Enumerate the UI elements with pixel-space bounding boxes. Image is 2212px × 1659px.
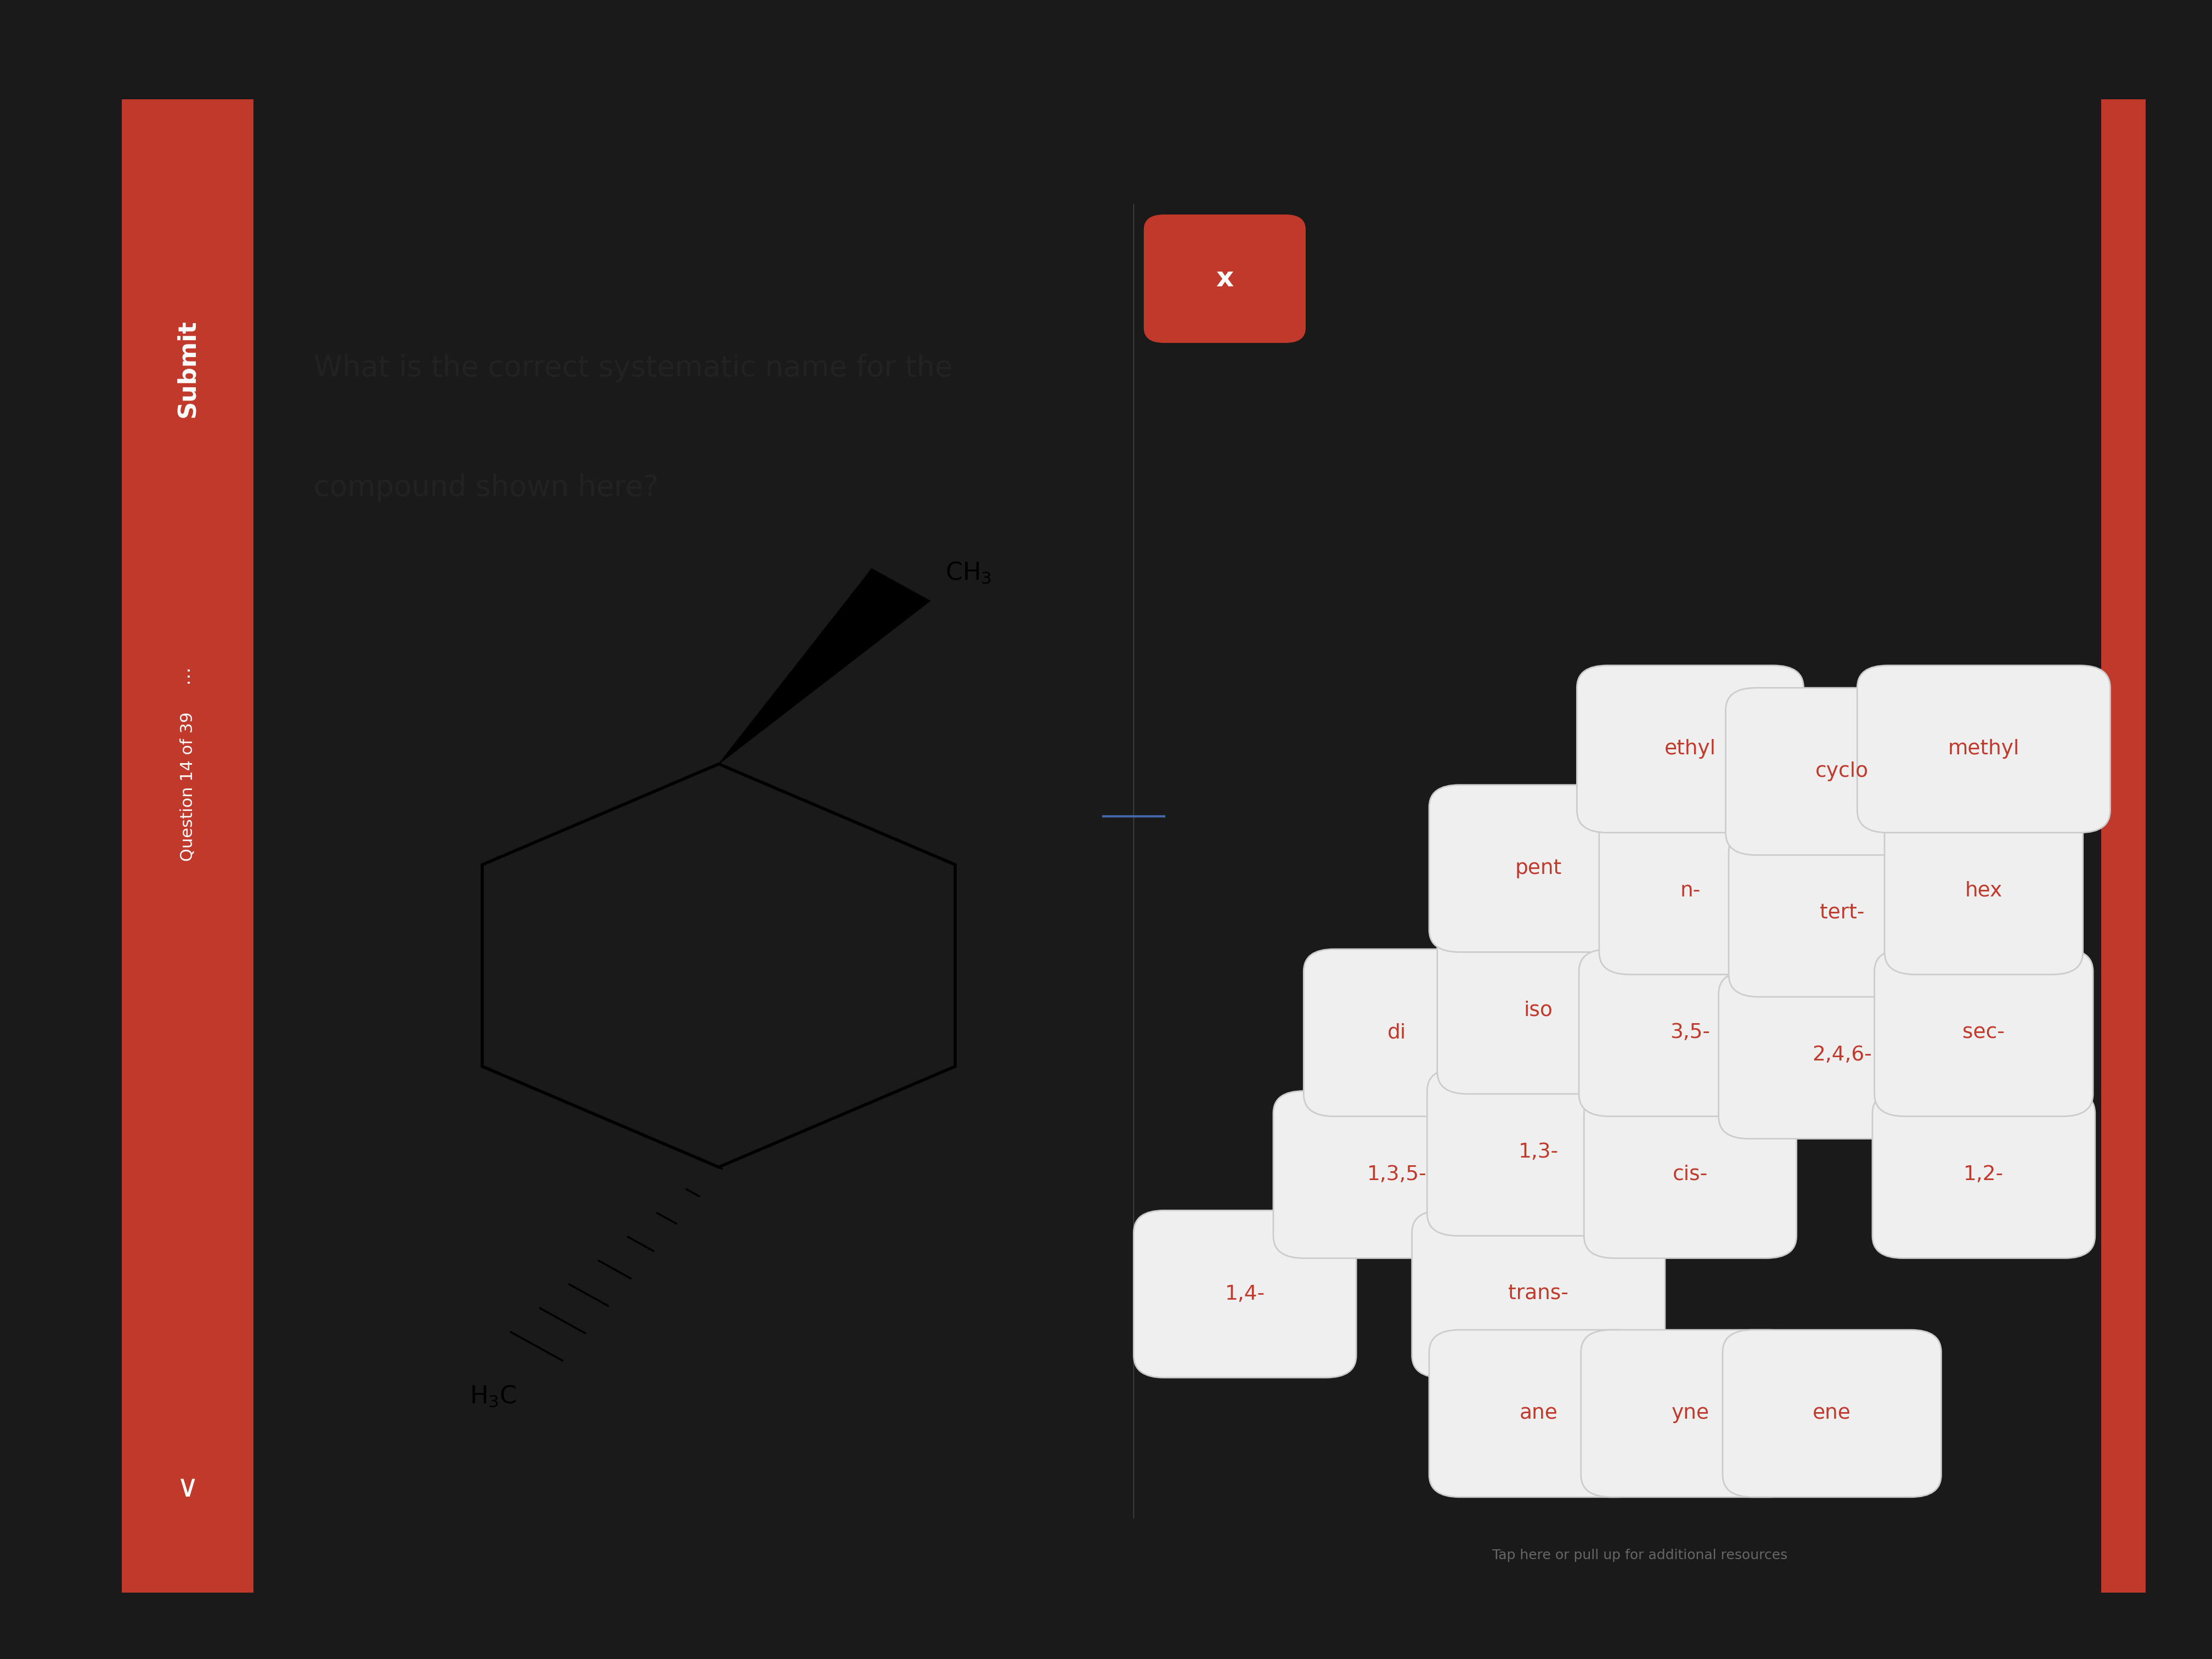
Text: ene: ene [1814, 1404, 1851, 1423]
Text: What is the correct systematic name for the: What is the correct systematic name for … [314, 353, 953, 383]
FancyBboxPatch shape [1579, 949, 1801, 1117]
FancyBboxPatch shape [1858, 665, 2110, 833]
FancyBboxPatch shape [1723, 1331, 1942, 1496]
Text: CH$_3$: CH$_3$ [945, 561, 991, 586]
Text: 1,3-: 1,3- [1517, 1143, 1559, 1161]
Text: Tap here or pull up for additional resources: Tap here or pull up for additional resou… [1493, 1550, 1787, 1561]
Text: ∨: ∨ [177, 1473, 199, 1503]
Text: cis-: cis- [1672, 1165, 1708, 1185]
FancyBboxPatch shape [1584, 1092, 1796, 1258]
FancyBboxPatch shape [1427, 1068, 1650, 1236]
FancyBboxPatch shape [1582, 1331, 1801, 1496]
Text: 1,4-: 1,4- [1225, 1284, 1265, 1304]
Text: H$_3$C: H$_3$C [469, 1384, 515, 1408]
Text: pent: pent [1515, 859, 1562, 878]
FancyBboxPatch shape [1438, 927, 1639, 1093]
Text: di: di [1387, 1024, 1407, 1042]
Text: ⋯: ⋯ [179, 665, 197, 684]
Text: yne: yne [1672, 1404, 1710, 1423]
FancyBboxPatch shape [1730, 830, 1955, 997]
FancyBboxPatch shape [2101, 100, 2146, 1593]
Text: hex: hex [1964, 881, 2002, 901]
FancyBboxPatch shape [1599, 808, 1781, 974]
FancyBboxPatch shape [122, 100, 252, 1593]
Text: x: x [1217, 265, 1234, 292]
Text: trans-: trans- [1509, 1284, 1568, 1304]
FancyBboxPatch shape [1274, 1092, 1520, 1258]
Text: sec-: sec- [1962, 1024, 2004, 1042]
FancyBboxPatch shape [1719, 972, 1966, 1138]
FancyBboxPatch shape [1411, 1211, 1666, 1377]
Text: Question 14 of 39: Question 14 of 39 [179, 712, 195, 861]
Text: ane: ane [1520, 1404, 1557, 1423]
Text: 2,4,6-: 2,4,6- [1812, 1045, 1871, 1065]
FancyBboxPatch shape [1885, 808, 2084, 974]
FancyBboxPatch shape [1725, 688, 1958, 854]
FancyBboxPatch shape [1871, 1092, 2095, 1258]
FancyBboxPatch shape [1133, 1211, 1356, 1377]
Text: 1,3,5-: 1,3,5- [1367, 1165, 1427, 1185]
FancyBboxPatch shape [1874, 949, 2093, 1117]
FancyBboxPatch shape [1429, 1331, 1648, 1496]
FancyBboxPatch shape [1429, 785, 1648, 952]
Text: cyclo: cyclo [1816, 761, 1869, 781]
Text: n-: n- [1681, 881, 1701, 901]
Text: ethyl: ethyl [1663, 740, 1717, 758]
Text: Submit: Submit [175, 319, 199, 418]
Text: 1,2-: 1,2- [1964, 1165, 2004, 1185]
Text: compound shown here?: compound shown here? [314, 473, 659, 503]
Polygon shape [719, 569, 929, 763]
FancyBboxPatch shape [1144, 214, 1305, 343]
Text: iso: iso [1524, 1000, 1553, 1020]
Text: methyl: methyl [1949, 740, 2020, 758]
Text: tert-: tert- [1820, 904, 1865, 922]
FancyBboxPatch shape [1303, 949, 1491, 1117]
FancyBboxPatch shape [1577, 665, 1803, 833]
Text: 3,5-: 3,5- [1670, 1024, 1710, 1042]
